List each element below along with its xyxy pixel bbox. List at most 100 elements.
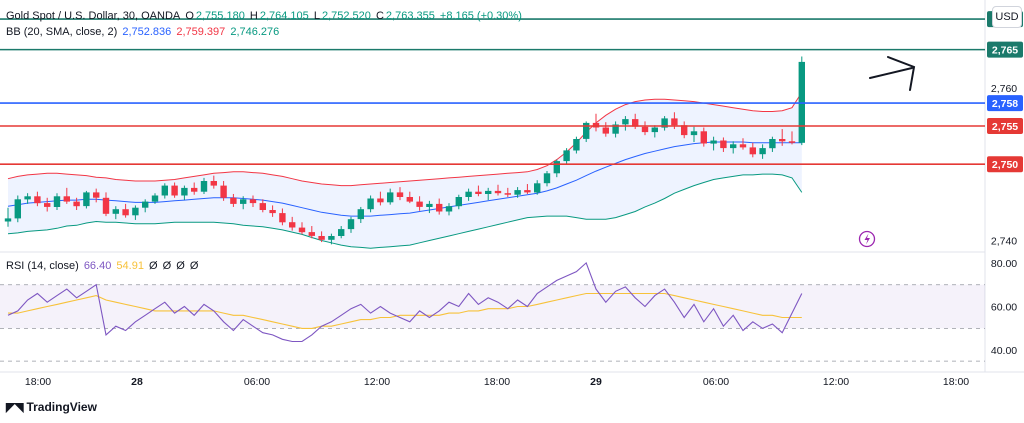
candle [53, 193, 61, 210]
high-value: 2,764.105 [259, 10, 309, 22]
candle-body [455, 197, 462, 207]
level-price-tag [987, 156, 1023, 173]
candle [171, 182, 178, 198]
bb-mid-value: 2,752.836 [122, 26, 172, 38]
candle-body [465, 191, 472, 197]
candle-body [161, 185, 168, 196]
close-value: 2,763.355 [385, 10, 435, 22]
candle-body [387, 192, 394, 203]
candle-body [259, 203, 266, 210]
candle [612, 121, 619, 138]
candle [34, 191, 41, 207]
level-price-label: 2,755 [992, 121, 1018, 133]
candle [720, 137, 727, 152]
candle [769, 136, 776, 152]
time-axis-label: 12:00 [823, 376, 849, 388]
candle [690, 126, 698, 143]
candle-body [298, 227, 306, 233]
candle-body [543, 173, 551, 184]
candle-body [112, 209, 119, 214]
candle-body [357, 209, 364, 220]
symbol-title[interactable]: Gold Spot / U.S. Dollar, 30, OANDA [6, 10, 181, 22]
candle [583, 121, 590, 143]
candle-body [171, 185, 178, 196]
candle-body [151, 195, 159, 202]
candle [279, 208, 286, 226]
candle [367, 195, 374, 213]
candle [445, 203, 453, 216]
candle [259, 199, 266, 213]
candle-body [289, 222, 296, 228]
candle-body [279, 213, 286, 223]
rsi-value: 66.40 [83, 260, 112, 272]
candle-body [249, 199, 257, 204]
candle-body [93, 192, 100, 198]
candle [220, 180, 227, 201]
candle [269, 205, 276, 217]
bb-fill [8, 92, 802, 249]
lightning-icon[interactable] [858, 230, 876, 248]
candle-body [759, 148, 766, 155]
rsi-extra: Ø [176, 260, 185, 272]
candle [494, 184, 502, 196]
candle [553, 159, 560, 178]
candle [573, 136, 580, 154]
candle-body [210, 181, 217, 186]
candle [318, 231, 325, 243]
candle-body [749, 147, 756, 155]
candle-body [504, 193, 511, 195]
candle [798, 56, 805, 146]
candle [181, 185, 188, 201]
candle-body [318, 236, 325, 240]
candle-body [34, 196, 41, 204]
rsi-extra: Ø [189, 260, 199, 272]
candle [788, 131, 796, 145]
candle-body [328, 236, 335, 240]
currency-button[interactable]: USD [992, 6, 1022, 28]
candle-body [534, 183, 541, 193]
low-label: L [313, 10, 320, 22]
candle [200, 177, 208, 194]
candle-body [24, 196, 31, 200]
candle [44, 197, 51, 212]
bb-label[interactable]: BB (20, SMA, close, 2) [6, 26, 118, 38]
candle [475, 185, 482, 197]
arrow-annotation [869, 56, 916, 91]
price-axis-label: 2,760 [991, 83, 1017, 95]
candle-body [416, 201, 423, 207]
candle [602, 122, 609, 137]
candle [455, 194, 462, 210]
rsi-ma-line [8, 292, 802, 329]
rsi-label[interactable]: RSI (14, close) [6, 260, 79, 272]
time-axis-label: 29 [590, 376, 602, 388]
candle-body [445, 206, 453, 212]
candle-body [622, 119, 629, 125]
candle [681, 121, 688, 139]
open-value: 2,755.180 [195, 10, 245, 22]
candle-body [220, 185, 227, 198]
candle [543, 171, 551, 187]
candle-body [426, 203, 433, 207]
rsi-ma-value: 54.91 [116, 260, 144, 272]
candle-body [661, 118, 668, 128]
rsi-pane [0, 261, 985, 362]
candle-body [14, 199, 21, 219]
time-axis-label: 28 [131, 376, 143, 388]
candle [465, 188, 472, 201]
candle-body [651, 127, 658, 133]
candle [230, 193, 237, 207]
candle [759, 144, 766, 159]
tradingview-logo[interactable]: ◤◥ TradingView [6, 400, 97, 414]
level-price-tag [987, 95, 1023, 112]
candle [396, 187, 404, 201]
bb-legend: BB (20, SMA, close, 2) 2,752.836 2,759.3… [6, 25, 281, 39]
rsi-axis-label: 40.00 [991, 345, 1017, 357]
time-axis-label: 12:00 [364, 376, 390, 388]
candle [622, 116, 629, 131]
axes: 2,740 2,760 80.00 60.00 40.00 18:00 28 06:00 12:… [25, 83, 1017, 388]
candle [426, 200, 433, 214]
candle [161, 183, 168, 199]
candle-body [612, 124, 619, 134]
